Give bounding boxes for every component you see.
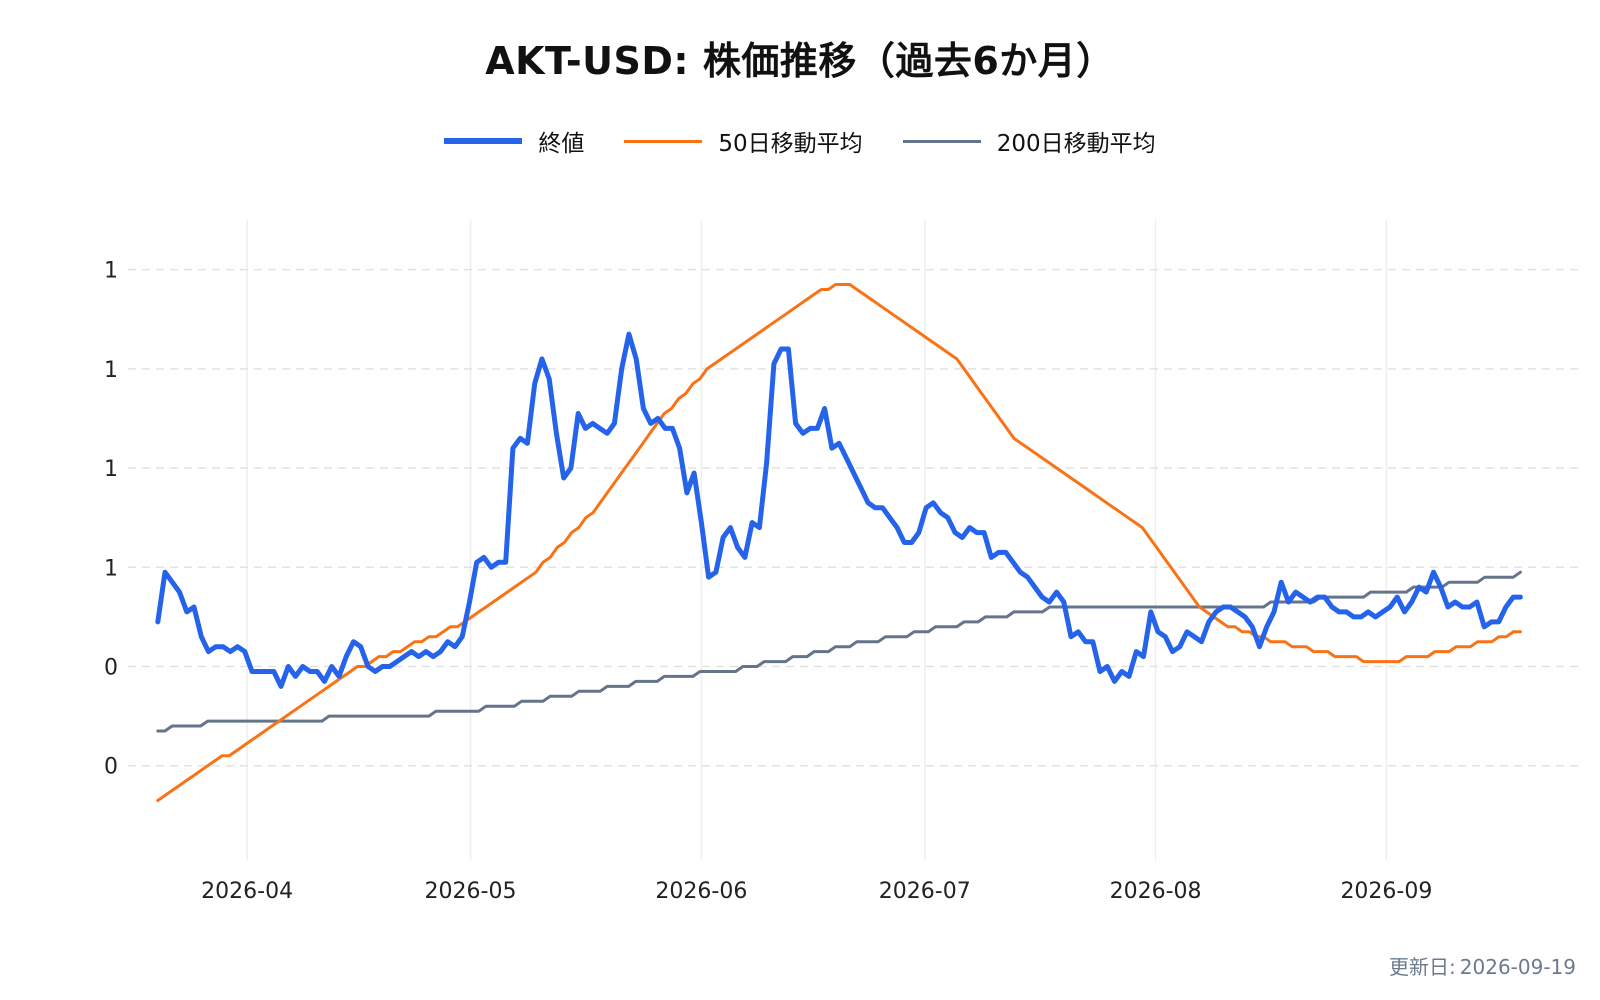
legend-label-ma200: 200日移動平均	[996, 131, 1156, 157]
chart-title: AKT-USD: 株価推移（過去6か月）	[485, 39, 1115, 83]
updated-date-label: 更新日:	[1389, 955, 1456, 979]
y-tick-label: 0	[104, 755, 118, 780]
legend-swatch-ma50	[624, 139, 703, 143]
x-tick-label: 2026-07	[879, 879, 971, 904]
x-tick-label: 2026-09	[1340, 879, 1432, 904]
x-tick-label: 2026-06	[655, 879, 747, 904]
x-axis-ticks: 2026-04 2026-05 2026-06 2026-07 2026-08 2026-…	[201, 879, 1432, 904]
series-ma50-line	[156, 283, 1522, 802]
series-close-line	[155, 331, 1523, 689]
y-tick-label: 1	[104, 457, 118, 482]
x-tick-label: 2026-08	[1110, 879, 1202, 904]
x-gridlines	[246, 220, 1388, 860]
y-gridlines	[128, 268, 1580, 767]
updated-date-value: 2026-09-19	[1459, 955, 1576, 979]
updated-date: 更新日: 2026-09-19	[1389, 951, 1580, 980]
x-tick-label: 2026-04	[201, 879, 293, 904]
legend-label-close: 終値	[538, 131, 585, 157]
x-tick-label: 2026-05	[425, 879, 517, 904]
y-tick-label: 1	[104, 259, 118, 284]
y-tick-label: 1	[104, 556, 118, 581]
series-layer	[155, 283, 1523, 802]
legend-swatch-ma200	[902, 139, 981, 143]
legend-item-ma200[interactable]: 200日移動平均	[902, 124, 1156, 158]
legend-label-ma50: 50日移動平均	[718, 131, 863, 157]
legend-item-ma50[interactable]: 50日移動平均	[624, 124, 863, 158]
series-ma200-line	[156, 570, 1522, 733]
legend-item-close[interactable]: 終値	[444, 124, 584, 158]
chart-legend: 終値 50日移動平均 200日移動平均	[0, 124, 1600, 158]
y-axis-ticks: 0 0 1 1 1 1	[104, 259, 118, 780]
legend-swatch-close	[444, 138, 523, 144]
y-tick-label: 1	[104, 358, 118, 383]
y-tick-label: 0	[104, 656, 118, 681]
